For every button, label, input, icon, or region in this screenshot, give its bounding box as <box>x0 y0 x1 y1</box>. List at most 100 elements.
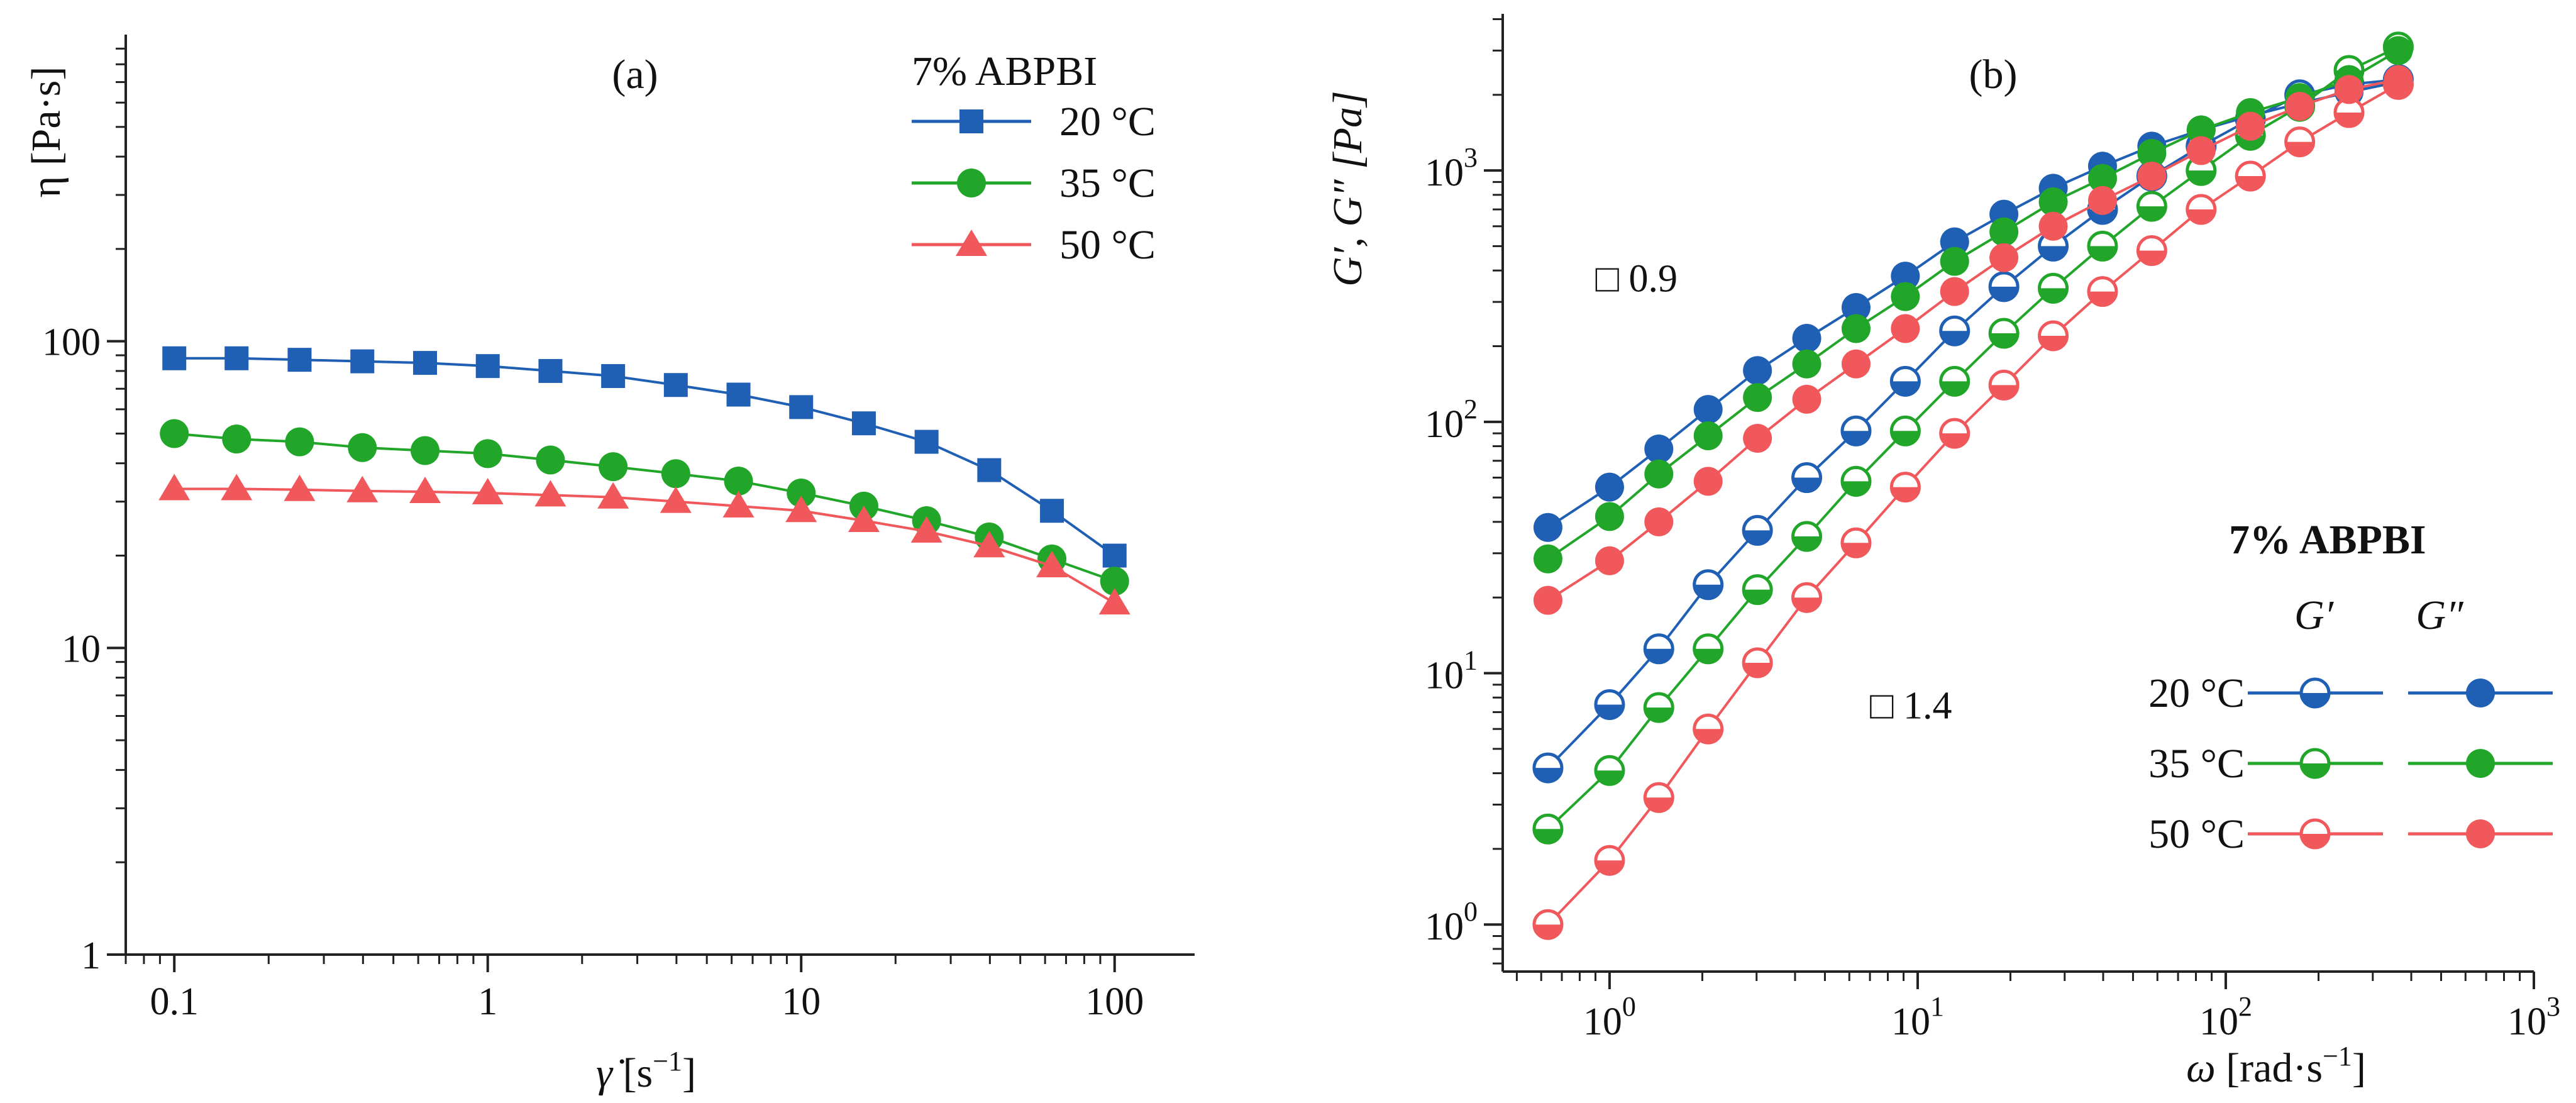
marker-half-fill <box>1645 707 1673 722</box>
legend-label: 50 °C <box>2148 811 2245 857</box>
series-50C <box>158 474 1130 615</box>
marker-half-fill <box>2301 763 2329 777</box>
data-point <box>2137 138 2167 168</box>
data-point <box>2087 164 2117 193</box>
data-point <box>1693 395 1723 424</box>
data-point <box>1098 588 1130 615</box>
data-point <box>1100 567 1129 596</box>
series-50C-storage <box>1532 69 2414 940</box>
data-point <box>284 474 316 501</box>
data-point <box>2285 92 2314 121</box>
data-point <box>1643 633 1674 665</box>
marker-half-fill <box>1891 381 1920 396</box>
legend-label: 35 °C <box>1059 160 1156 206</box>
data-point <box>224 346 249 370</box>
series-line <box>1547 83 2399 926</box>
y-axis-label: G′, G″ [Pa] <box>1325 91 1371 286</box>
slope-annotation: □ 1.4 <box>1870 685 1952 728</box>
y-tick-label: 10 <box>62 628 101 670</box>
marker-half-fill <box>2335 113 2363 127</box>
data-point <box>1939 365 1971 397</box>
x-tick-label: 103 <box>2507 991 2560 1043</box>
y-tick-label: 100 <box>1425 896 1478 948</box>
data-point <box>2186 115 2216 145</box>
data-point <box>1102 543 1127 568</box>
legend-marker-storage <box>2299 818 2331 850</box>
data-point <box>1693 713 1724 745</box>
data-point <box>1841 293 1871 323</box>
data-point <box>2186 194 2217 225</box>
data-point <box>1791 462 1823 493</box>
data-point <box>1742 514 1773 546</box>
x-axis-label: ω [rad·s−1] <box>2186 1041 2366 1091</box>
data-point <box>1940 247 1969 276</box>
data-point <box>2038 211 2068 241</box>
data-point <box>1891 314 1920 343</box>
data-point <box>1532 813 1564 845</box>
series-20C <box>162 346 1127 568</box>
data-point <box>1644 434 1674 463</box>
marker-half-fill <box>1891 487 1920 501</box>
data-point <box>601 364 626 389</box>
data-point <box>2038 320 2069 352</box>
marker-half-fill <box>2301 834 2329 848</box>
data-point <box>1939 315 1971 346</box>
data-point <box>1989 217 2019 247</box>
data-point <box>346 475 379 502</box>
data-point <box>475 354 500 379</box>
marker-half-fill <box>1940 331 1969 345</box>
y-tick-label: 100 <box>42 321 101 364</box>
data-point <box>2334 75 2363 104</box>
marker-half-fill <box>2236 176 2265 191</box>
legend-marker-storage <box>2299 748 2331 779</box>
data-point <box>1988 369 2020 401</box>
y-tick-label: 1 <box>81 934 101 977</box>
data-point <box>2038 187 2068 217</box>
data-point <box>1533 585 1562 615</box>
data-point <box>789 395 814 419</box>
legend-title: 7% ABPBI <box>2229 517 2426 563</box>
data-point <box>473 439 502 468</box>
legend-marker-loss <box>2466 749 2495 778</box>
marker-half-fill <box>1694 729 1722 743</box>
data-point <box>2384 36 2413 65</box>
marker-half-fill <box>1534 768 1562 782</box>
x-axis-label: γ̇ [s−1] <box>596 1046 696 1096</box>
legend-a: 7% ABPBI 20 °C 35 °C 50 °C <box>912 48 1156 268</box>
x-tick-label: 1 <box>478 980 497 1023</box>
data-point <box>848 505 880 532</box>
y-tick-label: 101 <box>1425 645 1478 697</box>
legend-label: 20 °C <box>1059 99 1156 145</box>
data-point <box>660 486 692 513</box>
data-point <box>1743 356 1772 385</box>
data-point <box>350 349 375 374</box>
data-point <box>661 459 690 489</box>
data-point <box>1594 845 1625 876</box>
legend-marker-loss <box>2466 679 2495 707</box>
data-point <box>1940 277 1969 306</box>
data-point <box>977 458 1002 482</box>
legend-marker <box>959 109 983 133</box>
data-point <box>1891 262 1920 291</box>
marker-half-fill <box>1990 286 2018 301</box>
data-point <box>1841 314 1871 343</box>
data-point <box>663 373 688 397</box>
data-point <box>1792 323 1821 353</box>
data-point <box>1693 633 1724 665</box>
data-point <box>2136 235 2167 267</box>
data-point <box>536 445 565 475</box>
marker-half-fill <box>1891 431 1920 445</box>
marker-half-fill <box>1595 770 1623 785</box>
data-point <box>2136 191 2167 222</box>
data-point <box>1693 421 1723 451</box>
series-line <box>1547 45 2399 830</box>
data-point <box>534 480 567 507</box>
data-point <box>285 427 314 457</box>
series-line <box>1547 49 2399 560</box>
legend-title: 7% ABPBI <box>912 48 1097 94</box>
data-point <box>1743 383 1772 413</box>
data-point <box>2087 276 2118 308</box>
data-point <box>222 424 252 454</box>
legend-b: 7% ABPBI G′ G″ 20 °C 35 °C 50 °C <box>2148 517 2553 857</box>
